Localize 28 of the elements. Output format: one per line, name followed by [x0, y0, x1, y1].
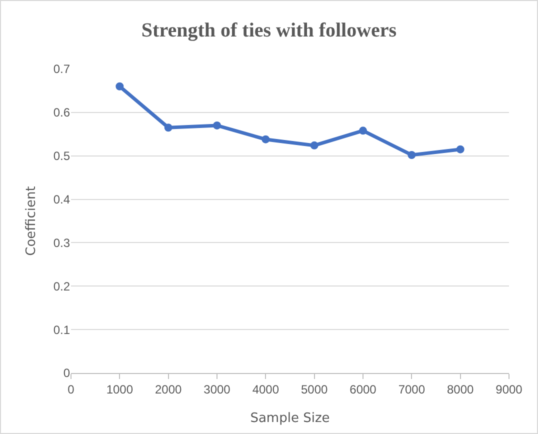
x-tick-label: 4000: [252, 382, 280, 396]
y-tick-label: 0: [63, 366, 70, 380]
x-tick-label: 2000: [154, 382, 182, 396]
y-tick-label: 0.5: [53, 149, 70, 164]
point: [408, 150, 416, 159]
x-tick-label: 7000: [398, 382, 426, 396]
point: [359, 126, 367, 135]
y-tick-label: 0.7: [53, 62, 70, 76]
y-axis-title: Coefficient: [24, 186, 39, 256]
point: [213, 121, 221, 130]
point: [310, 141, 318, 150]
point: [164, 124, 172, 132]
y-tick-label: 0.2: [53, 279, 70, 294]
y-tick-label: 0.6: [53, 106, 70, 120]
point: [456, 145, 464, 154]
x-tick-label: 6000: [350, 382, 377, 396]
y-tick-label: 0.4: [53, 192, 70, 206]
y-tick-label: 0.1: [53, 322, 70, 337]
x-tick-label: 1000: [106, 382, 134, 396]
x-tick-label: 5000: [300, 382, 328, 396]
x-tick-label: 9000: [496, 382, 523, 396]
point: [116, 82, 124, 90]
x-tick-label: 3000: [204, 382, 231, 396]
x-axis-title: Sample Size: [250, 411, 330, 426]
x-tick-label: 8000: [446, 382, 474, 396]
chart-title: Strength of ties with followers: [141, 20, 397, 42]
y-tick-label: 0.3: [53, 236, 70, 250]
point: [262, 135, 270, 144]
